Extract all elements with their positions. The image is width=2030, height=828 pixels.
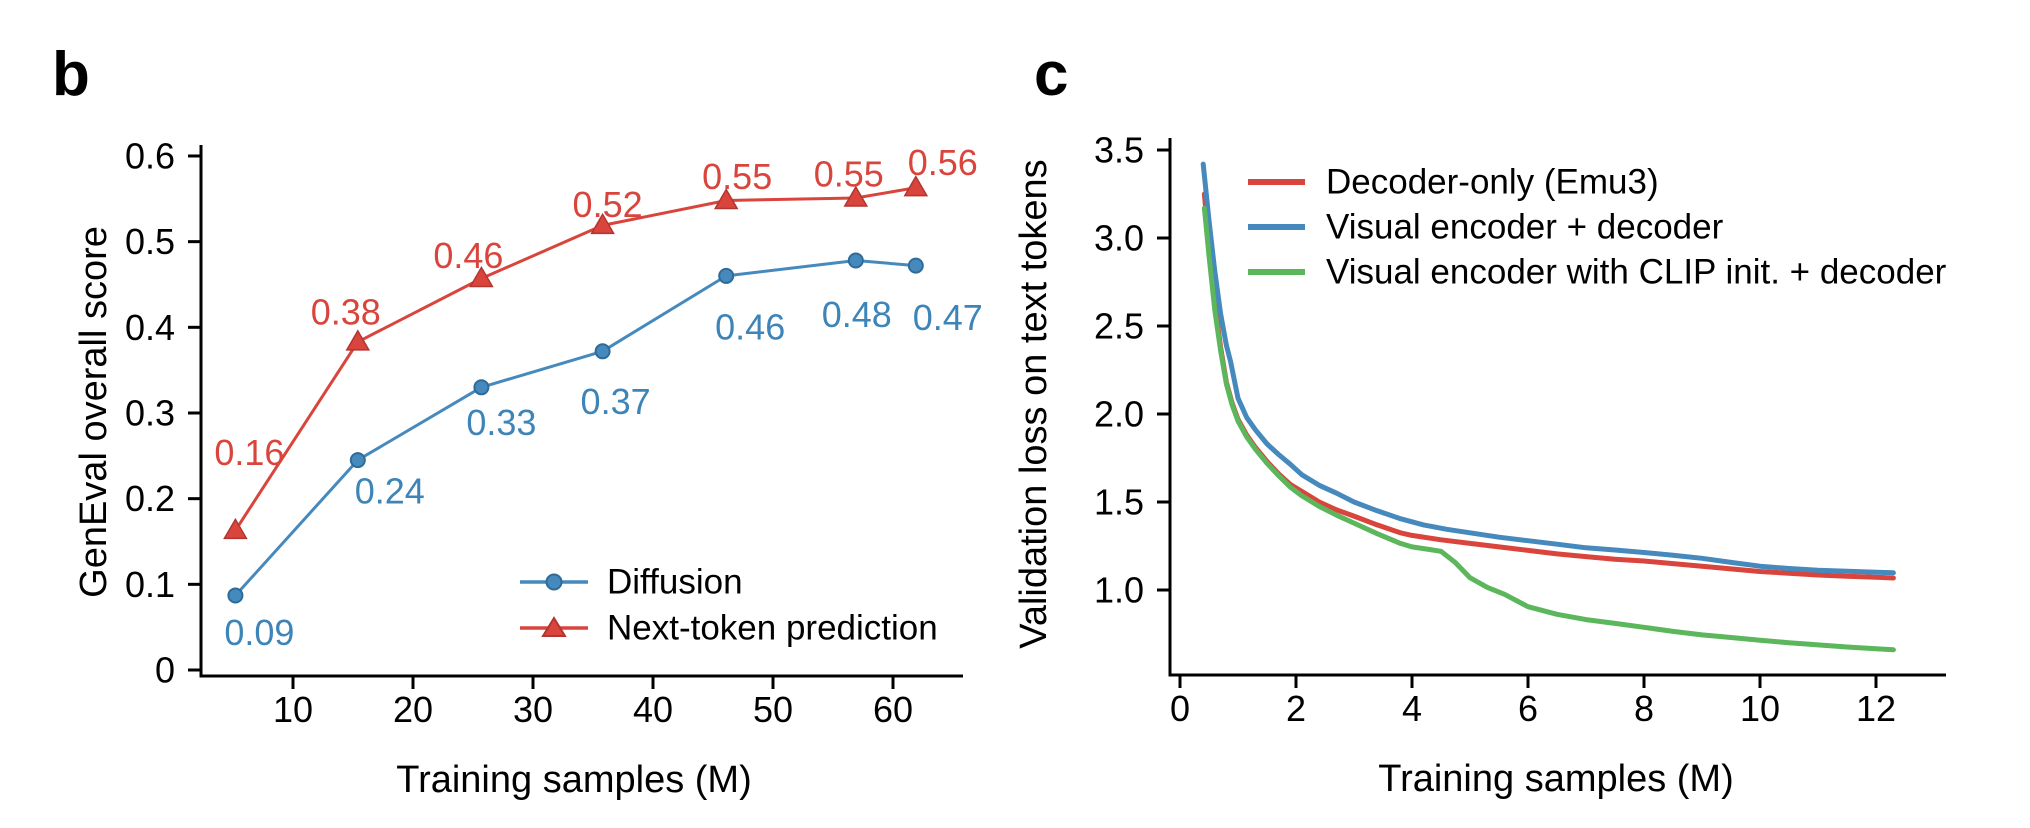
diffusion-point-marker: [349, 452, 366, 469]
clip-init-legend-label: Visual encoder with CLIP init. + decoder: [1326, 253, 1947, 292]
panel-c-ticks: 0 2 4 6 8 10 12 1.0 1.5 2.0 2.5 3.0 3.5: [1094, 130, 1896, 730]
next-token-legend-triangle-icon: [541, 616, 567, 637]
x-tick-label: 40: [633, 689, 673, 730]
x-tick-label: 60: [873, 689, 913, 730]
panel-b-series: [223, 175, 929, 604]
panel-b-y-axis-title: GenEval overall score: [73, 226, 115, 598]
data-point-label: 0.55: [702, 156, 772, 197]
series-line-visual-encoder-with-clip-init-decoder: [1201, 205, 1896, 653]
next-token-point-marker: [843, 185, 869, 207]
data-point-label: 0.46: [433, 235, 503, 276]
panel-c-y-axis-title: Validation loss on text tokens: [1013, 159, 1055, 648]
panel-b-ticks: 10 20 30 40 50 60 0 0.1 0.2 0.3 0.4 0.5 0.6: [125, 135, 913, 730]
panel-c-legend-item-clip-init: Visual encoder with CLIP init. + decoder: [1248, 253, 1947, 292]
diffusion-point-marker: [473, 379, 490, 396]
diffusion-point-marker: [227, 587, 244, 604]
diffusion-legend-label: Diffusion: [607, 563, 743, 602]
diffusion-legend-circle-icon: [545, 573, 563, 591]
panel-b-x-axis-title: Training samples (M): [396, 759, 751, 801]
diffusion-point-marker: [847, 252, 864, 269]
y-tick-label: 2.5: [1094, 306, 1144, 347]
x-tick-label: 50: [753, 689, 793, 730]
diffusion-point-marker: [907, 257, 924, 274]
data-point-label: 0.52: [573, 184, 643, 225]
panel-b-legend: Diffusion Next-token prediction: [520, 563, 938, 648]
next-token-point-marker: [345, 329, 371, 351]
y-tick-label: 0.4: [125, 307, 175, 348]
panel-c-letter: c: [1034, 40, 1068, 109]
y-tick-label: 3.5: [1094, 130, 1144, 171]
x-tick-label: 10: [1740, 688, 1780, 729]
y-tick-label: 0.5: [125, 221, 175, 262]
data-point-label: 0.33: [466, 402, 536, 443]
next-token-point-marker: [713, 188, 739, 210]
y-tick-label: 3.0: [1094, 218, 1144, 259]
panel-c-legend-item-decoder-only: Decoder-only (Emu3): [1248, 163, 1659, 202]
next-token-point-marker: [903, 175, 929, 197]
x-tick-label: 0: [1170, 688, 1190, 729]
y-tick-label: 1.5: [1094, 482, 1144, 523]
x-tick-label: 12: [1856, 688, 1896, 729]
y-tick-label: 2.0: [1094, 394, 1144, 435]
y-tick-label: 0.1: [125, 564, 175, 605]
panel-c-legend-item-visual-encoder: Visual encoder + decoder: [1248, 208, 1724, 247]
diffusion-point-marker: [718, 267, 735, 284]
x-tick-label: 8: [1634, 688, 1654, 729]
data-point-label: 0.47: [913, 297, 983, 338]
decoder-only-legend-label: Decoder-only (Emu3): [1326, 163, 1659, 202]
data-point-label: 0.56: [908, 142, 978, 183]
data-point-label: 0.55: [814, 153, 884, 194]
x-tick-label: 10: [273, 689, 313, 730]
data-point-label: 0.09: [224, 612, 294, 653]
y-tick-label: 1.0: [1094, 570, 1144, 611]
data-point-label: 0.16: [214, 432, 284, 473]
data-point-label: 0.38: [311, 291, 381, 332]
x-tick-label: 20: [393, 689, 433, 730]
panel-b: b GenEval overall score Training samples…: [52, 40, 983, 801]
panel-b-legend-item-next-token: Next-token prediction: [520, 609, 938, 648]
panel-b-legend-item-diffusion: Diffusion: [520, 563, 743, 602]
panel-c-x-axis-title: Training samples (M): [1378, 758, 1733, 800]
next-token-point-marker: [223, 517, 248, 540]
x-tick-label: 4: [1402, 688, 1422, 729]
visual-encoder-legend-label: Visual encoder + decoder: [1326, 208, 1724, 247]
y-tick-label: 0.2: [125, 478, 175, 519]
panel-c: c Validation loss on text tokens Trainin…: [1013, 40, 1947, 800]
next-token-point-marker: [469, 265, 494, 288]
series-line-visual-encoder-decoder: [1200, 161, 1896, 576]
x-tick-label: 2: [1286, 688, 1306, 729]
panel-b-letter: b: [52, 40, 90, 109]
next-token-legend-label: Next-token prediction: [607, 609, 938, 648]
data-point-label: 0.46: [715, 306, 785, 347]
y-tick-label: 0.6: [125, 135, 175, 176]
panel-b-data-labels: 0.09 0.24 0.33 0.37 0.46 0.48 0.47 0.16 0.38 0.46…: [214, 142, 982, 653]
x-tick-label: 6: [1518, 688, 1538, 729]
diffusion-point-marker: [594, 343, 611, 360]
next-token-point-marker: [590, 212, 615, 235]
data-point-label: 0.48: [822, 294, 892, 335]
panel-c-legend: Decoder-only (Emu3) Visual encoder + dec…: [1248, 163, 1947, 292]
data-point-label: 0.24: [355, 471, 425, 512]
x-tick-label: 30: [513, 689, 553, 730]
y-tick-label: 0.3: [125, 392, 175, 433]
data-point-label: 0.37: [581, 381, 651, 422]
panel-c-series: [1200, 161, 1896, 653]
y-tick-label: 0: [155, 650, 175, 691]
